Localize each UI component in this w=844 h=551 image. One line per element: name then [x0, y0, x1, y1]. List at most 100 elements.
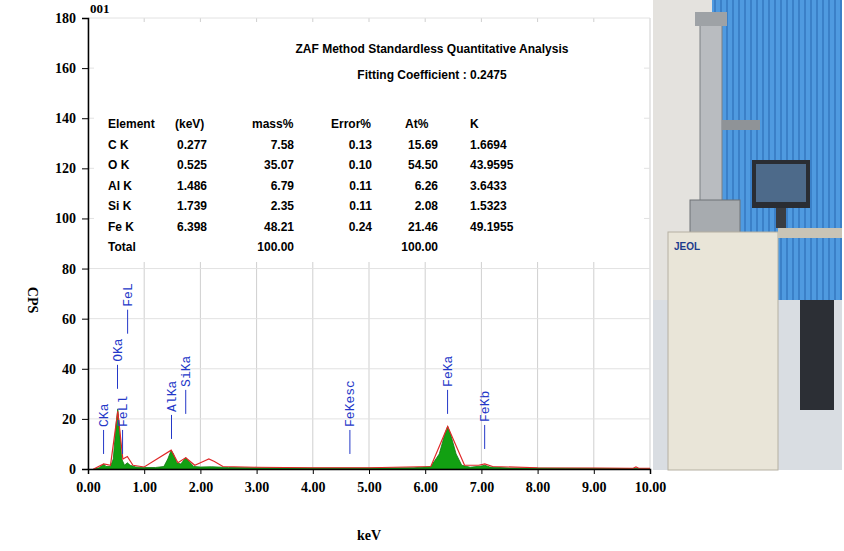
x-tick: 0.00	[76, 469, 101, 495]
table-header: mass%	[252, 117, 294, 131]
table-cell: 0.525	[177, 158, 207, 172]
table-cell: 1.486	[177, 179, 207, 193]
photo-desk	[778, 228, 842, 238]
peak-marker-label: FeKb	[478, 391, 493, 422]
table-cell: 6.398	[177, 220, 207, 234]
peak-marker-label: OKa	[111, 338, 126, 362]
peak-marker-line	[122, 430, 123, 454]
peak-marker-line	[117, 365, 118, 389]
table-cell: 7.58	[271, 138, 295, 152]
y-tick: 140	[55, 111, 88, 126]
table-cell: 15.69	[408, 138, 438, 152]
grid-line-y	[88, 318, 650, 319]
x-tick-mark	[144, 469, 145, 474]
y-tick: 0	[69, 462, 88, 477]
y-tick-label: 160	[55, 61, 76, 76]
table-title: ZAF Method Standardless Quantitative Ana…	[296, 42, 569, 56]
photo-detector	[722, 120, 760, 130]
table-box	[94, 22, 644, 262]
y-tick-mark	[82, 18, 88, 19]
y-tick-mark	[82, 269, 88, 270]
y-tick-mark	[82, 168, 88, 169]
photo-column-top	[695, 12, 727, 26]
table-total-label: Total	[108, 240, 136, 254]
grid	[88, 18, 650, 469]
y-tick: 80	[62, 262, 88, 277]
table-cell: 54.50	[408, 158, 438, 172]
photo-monitor	[752, 160, 810, 208]
table-cell: 3.6433	[470, 179, 507, 193]
table-total-at: 100.00	[401, 240, 438, 254]
x-tick-mark	[313, 469, 314, 474]
photo-label: JEOL	[674, 241, 700, 252]
y-tick: 120	[55, 161, 88, 176]
table-cell: C K	[108, 138, 129, 152]
photo-ground	[653, 0, 842, 470]
y-tick-mark	[82, 419, 88, 420]
peak-marker-line	[103, 430, 104, 454]
table-cell: 0.24	[349, 220, 373, 234]
x-tick-mark	[481, 469, 482, 474]
x-tick-mark	[257, 469, 258, 474]
x-tick: 4.00	[301, 469, 326, 495]
peak-markers: CKaFeLlOKaFeLAlKaSiKaFeKescFeKaFeKb	[97, 283, 493, 454]
photo-blind-slat	[834, 0, 836, 300]
peak-marker-label: FeKa	[441, 355, 456, 386]
x-tick-label: 9.00	[582, 480, 607, 495]
table-header: Element	[108, 117, 155, 131]
table-header: At%	[405, 117, 429, 131]
x-tick-label: 10.00	[635, 480, 667, 495]
y-tick: 100	[55, 211, 88, 226]
table-cell: 0.277	[177, 138, 207, 152]
table-cell: 1.5323	[470, 199, 507, 213]
x-tick: 7.00	[470, 469, 495, 495]
y-axis: 020406080100120140160180	[55, 11, 89, 477]
peak-marker-label: SiKa	[179, 355, 194, 386]
photo-column	[700, 20, 722, 210]
table-cell: 43.9595	[470, 158, 514, 172]
x-tick: 2.00	[189, 469, 214, 495]
photo-cabinet	[668, 232, 778, 470]
table-cell: 1.739	[177, 199, 207, 213]
photo-blind-slat	[798, 0, 800, 300]
table-cell: 1.6694	[470, 138, 507, 152]
peak-marker-label: FeL	[121, 283, 136, 306]
y-tick-label: 80	[62, 262, 76, 277]
y-tick: 20	[62, 412, 88, 427]
table-header: (keV)	[175, 117, 204, 131]
y-tick: 60	[62, 312, 88, 327]
table-cell: 49.1955	[470, 220, 514, 234]
photo-blind-slat	[822, 0, 824, 300]
y-axis-title: CPS	[25, 287, 40, 314]
x-tick-mark	[650, 469, 651, 474]
x-tick-label: 8.00	[526, 480, 551, 495]
y-axis-line	[82, 19, 89, 470]
x-tick-label: 5.00	[357, 480, 382, 495]
chart: 0.00 1.00 2.00 3.00 4.00 5.00 6.00 7.00 8.00 9.00…	[0, 0, 844, 551]
x-tick-label: 3.00	[245, 480, 270, 495]
table-cell: Al K	[108, 179, 132, 193]
photo-blind-slat	[780, 0, 782, 300]
photo-blind-slat	[792, 0, 794, 300]
y-tick-label: 20	[62, 412, 76, 427]
grid-line-y	[88, 368, 650, 369]
table-subtitle: Fitting Coefficient : 0.2475	[357, 68, 507, 82]
x-tick-label: 6.00	[413, 480, 438, 495]
photo-blind-slat	[840, 0, 842, 300]
peak-marker-line	[127, 310, 128, 334]
table-cell: O K	[108, 158, 130, 172]
photo-screen	[756, 164, 806, 202]
peak-marker-line	[185, 390, 186, 414]
y-tick-label: 0	[69, 462, 76, 477]
x-tick: 5.00	[357, 469, 382, 495]
x-tick-mark	[425, 469, 426, 474]
y-tick-mark	[82, 118, 88, 119]
table-cell: 35.07	[264, 158, 294, 172]
photo-blind-slat	[816, 0, 818, 300]
table-cell: 21.46	[408, 220, 438, 234]
x-tick: 1.00	[132, 469, 157, 495]
x-tick-mark	[594, 469, 595, 474]
x-tick-mark	[538, 469, 539, 474]
table-header: K	[470, 117, 479, 131]
table-cell: 6.79	[271, 179, 295, 193]
